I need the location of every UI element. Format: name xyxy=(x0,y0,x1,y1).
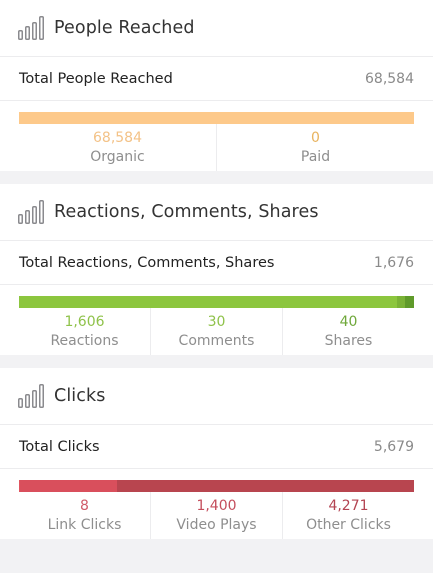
bar-chart-icon xyxy=(18,16,45,40)
stat-value: 0 xyxy=(311,129,320,146)
stat-value: 1,606 xyxy=(64,313,105,330)
stat-value: 8 xyxy=(80,497,89,514)
stat-value: 40 xyxy=(339,313,358,330)
stat-comments: 30 Comments xyxy=(150,308,282,355)
stat-value: 1,400 xyxy=(196,497,237,514)
stat-label: Link Clicks xyxy=(47,516,122,533)
people-reached-bar xyxy=(19,112,414,124)
stat-link-clicks: 8 Link Clicks xyxy=(19,492,150,539)
clicks-stats: 8 Link Clicks 1,400 Video Plays 4,271 Ot… xyxy=(19,492,414,539)
people-reached-header: People Reached xyxy=(0,0,433,57)
total-label: Total Clicks xyxy=(19,438,100,455)
stat-other-clicks: 4,271 Other Clicks xyxy=(282,492,414,539)
stat-label: Other Clicks xyxy=(306,516,391,533)
bar-segment xyxy=(404,296,414,308)
stat-value: 30 xyxy=(207,313,226,330)
bar-segment xyxy=(19,296,398,308)
stat-label: Paid xyxy=(300,148,331,165)
total-people-reached-row: Total People Reached 68,584 xyxy=(0,57,433,101)
stat-paid: 0 Paid xyxy=(216,124,414,171)
reactions-header: Reactions, Comments, Shares xyxy=(0,184,433,241)
section-title: People Reached xyxy=(54,18,195,38)
bar-segment xyxy=(19,480,117,492)
stat-label: Reactions xyxy=(50,332,119,349)
stat-video-plays: 1,400 Video Plays xyxy=(150,492,282,539)
total-value: 5,679 xyxy=(373,438,414,455)
clicks-header: Clicks xyxy=(0,368,433,425)
reactions-card: Reactions, Comments, Shares Total Reacti… xyxy=(0,184,433,355)
stat-organic: 68,584 Organic xyxy=(19,124,216,171)
bar-segment xyxy=(19,480,20,492)
bar-chart-icon xyxy=(18,200,45,224)
total-value: 1,676 xyxy=(373,254,414,271)
stat-reactions: 1,606 Reactions xyxy=(19,308,150,355)
total-value: 68,584 xyxy=(365,70,414,87)
reactions-bar xyxy=(19,296,414,308)
stat-label: Organic xyxy=(90,148,145,165)
bar-chart-icon xyxy=(18,384,45,408)
stat-value: 68,584 xyxy=(93,129,142,146)
bar-segment xyxy=(19,112,414,124)
bar-segment xyxy=(116,480,414,492)
section-title: Reactions, Comments, Shares xyxy=(54,202,319,222)
stat-label: Comments xyxy=(178,332,255,349)
clicks-bar xyxy=(19,480,414,492)
bar-segment xyxy=(397,296,405,308)
stat-label: Shares xyxy=(324,332,373,349)
people-reached-card: People Reached Total People Reached 68,5… xyxy=(0,0,433,171)
stat-label: Video Plays xyxy=(176,516,257,533)
total-label: Total People Reached xyxy=(19,70,173,87)
total-reactions-row: Total Reactions, Comments, Shares 1,676 xyxy=(0,241,433,285)
stat-shares: 40 Shares xyxy=(282,308,414,355)
stat-value: 4,271 xyxy=(328,497,369,514)
total-label: Total Reactions, Comments, Shares xyxy=(19,254,275,271)
reactions-stats: 1,606 Reactions 30 Comments 40 Shares xyxy=(19,308,414,355)
section-title: Clicks xyxy=(54,386,106,406)
total-clicks-row: Total Clicks 5,679 xyxy=(0,425,433,469)
people-reached-stats: 68,584 Organic 0 Paid xyxy=(19,124,414,171)
clicks-card: Clicks Total Clicks 5,679 8 Link Clicks … xyxy=(0,368,433,539)
